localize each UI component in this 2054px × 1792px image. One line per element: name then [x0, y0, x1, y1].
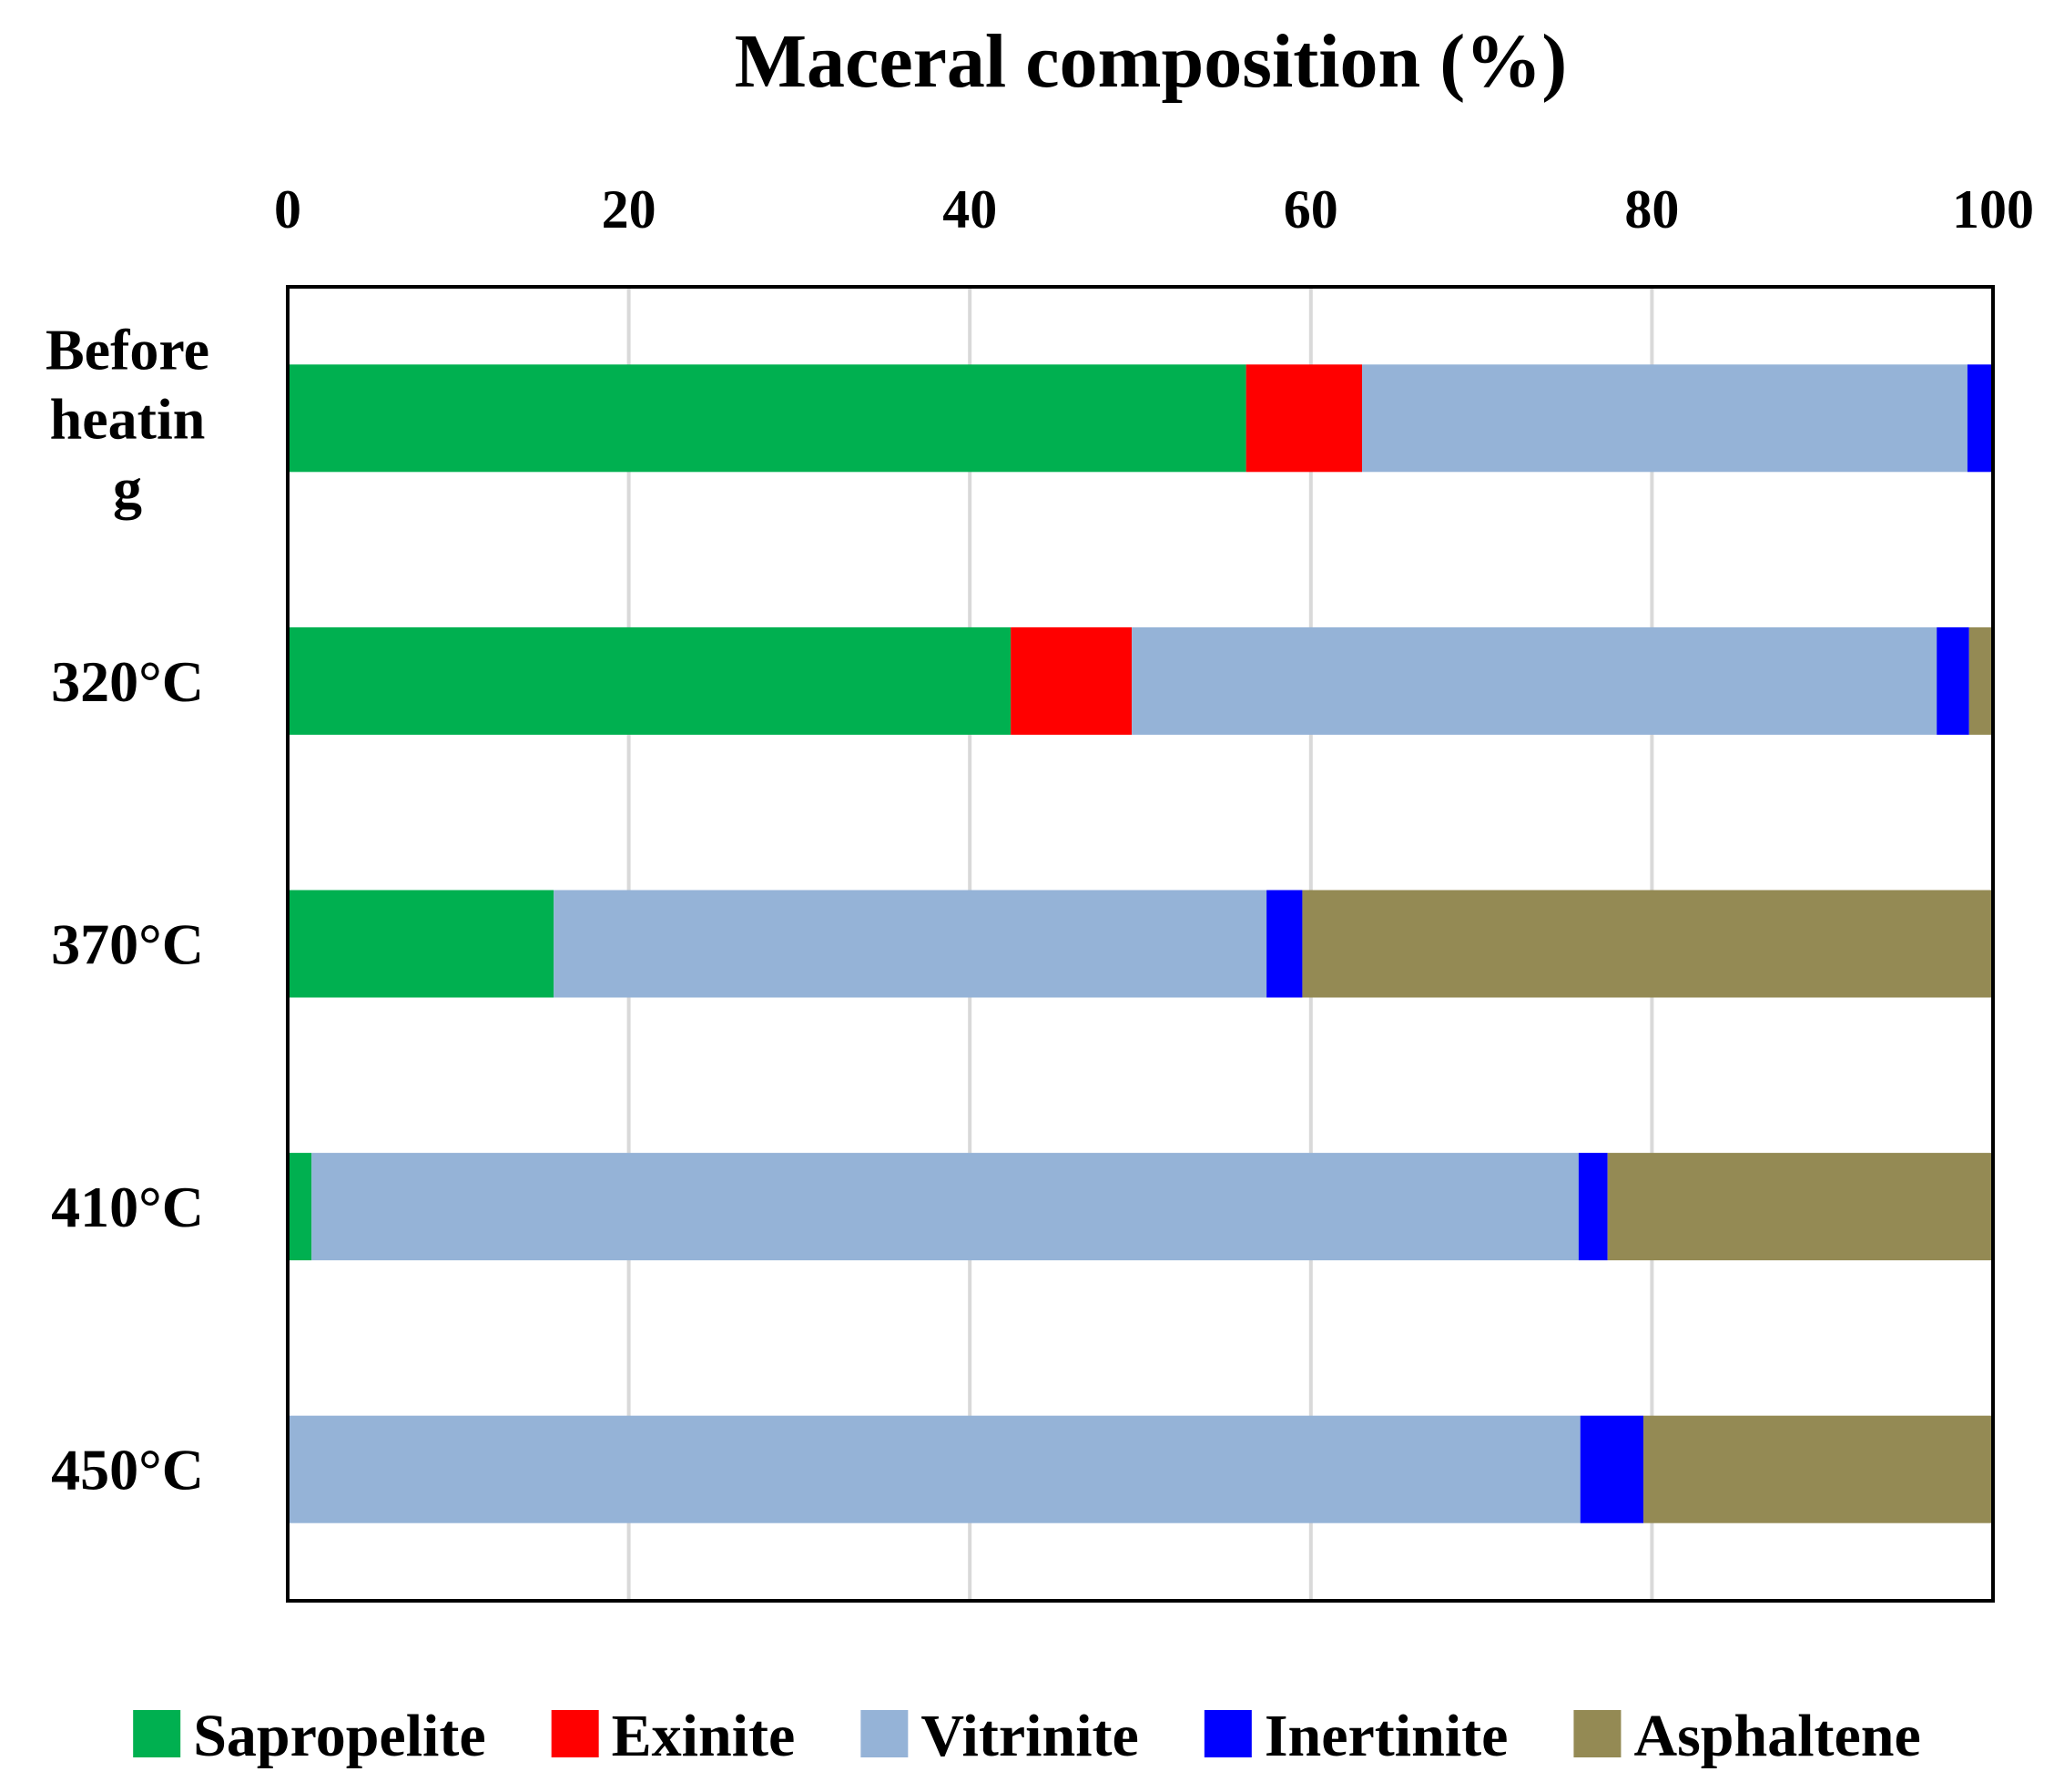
legend-item: Exinite: [551, 1703, 796, 1769]
plot-frame: [286, 285, 1995, 1603]
bar-segment: [1580, 1415, 1644, 1523]
bars: [288, 364, 1993, 1523]
legend-swatch: [1573, 1710, 1622, 1757]
x-tick-label: 0: [274, 179, 301, 239]
bar-segment: [288, 626, 1012, 735]
legend-swatch: [860, 1710, 909, 1757]
chart-title: Maceral composition (%): [735, 19, 1567, 104]
category-label: 320°C: [51, 649, 204, 714]
bar-segment: [288, 890, 554, 998]
legend-item: Vitrinite: [860, 1703, 1139, 1769]
bar-segment: [1011, 626, 1133, 735]
legend-swatch: [133, 1710, 181, 1757]
bar-segment: [1302, 890, 1993, 998]
bar-segment: [1132, 626, 1937, 735]
legend-swatch: [1204, 1710, 1252, 1757]
bar-segment: [311, 1153, 1579, 1261]
bar-segment: [1937, 626, 1969, 735]
bar-segment: [1967, 364, 1993, 473]
bar-segment: [288, 364, 1246, 473]
bar-segment: [1578, 1153, 1608, 1261]
legend-label: Inertinite: [1265, 1703, 1509, 1769]
legend-label: Sapropelite: [193, 1703, 485, 1769]
category-label: 410°C: [51, 1175, 204, 1239]
bar-segment: [288, 1415, 1581, 1523]
category-label: 370°C: [51, 912, 204, 977]
bar-segment: [1968, 626, 1993, 735]
legend-label: Asphaltene: [1633, 1703, 1920, 1769]
bar-segment: [288, 1153, 312, 1261]
x-tick-label: 40: [942, 179, 997, 239]
bar-segment: [1246, 364, 1362, 473]
bar-segment: [1607, 1153, 1993, 1261]
x-tick-label: 80: [1624, 179, 1679, 239]
legend-swatch: [551, 1710, 599, 1757]
legend-item: Asphaltene: [1573, 1703, 1921, 1769]
bar-segment: [554, 890, 1267, 998]
x-tick-label: 100: [1952, 179, 2034, 239]
category-label: 450°C: [51, 1438, 204, 1502]
x-tick-label: 20: [602, 179, 656, 239]
category-label: Before heatin g: [46, 317, 209, 520]
category-labels: Before heatin g 320°C 370°C 410°C 450°C: [46, 317, 209, 1502]
legend: Sapropelite Exinite Vitrinite Inertinite Asp…: [133, 1703, 1921, 1769]
legend-item: Sapropelite: [133, 1703, 486, 1769]
legend-item: Inertinite: [1204, 1703, 1509, 1769]
legend-label: Exinite: [612, 1703, 796, 1769]
x-tick-label: 60: [1284, 179, 1338, 239]
bar-segment: [1266, 890, 1303, 998]
x-axis-ticks: 0 20 40 60 80 100: [274, 179, 2034, 239]
legend-label: Vitrinite: [920, 1703, 1138, 1769]
bar-segment: [1643, 1415, 1993, 1523]
bar-segment: [1361, 364, 1968, 473]
